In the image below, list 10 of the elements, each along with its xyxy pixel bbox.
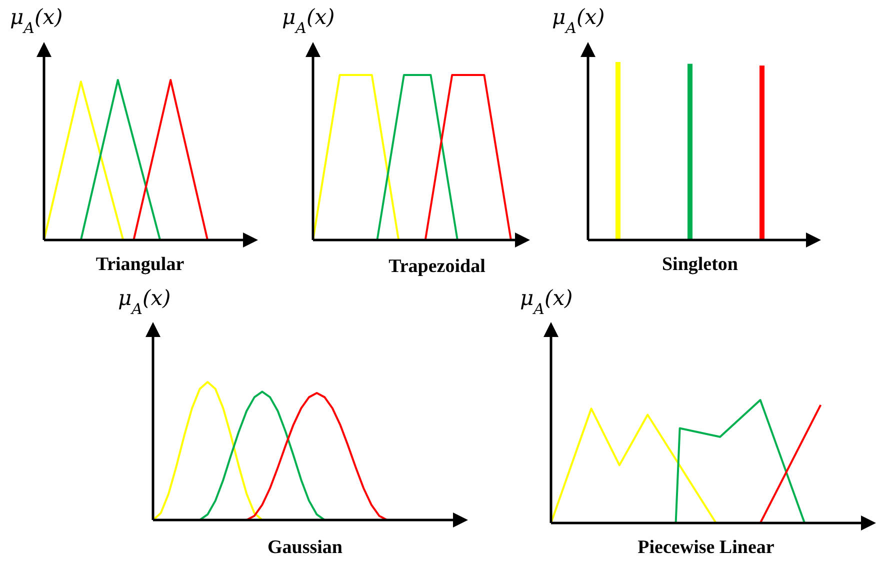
text: Gaussian <box>268 537 343 558</box>
text: Piecewise Linear <box>638 537 775 558</box>
y-axis-title: μ$_{A}$(x) <box>118 286 171 318</box>
y-axis-title: μ$_{A}$(x) <box>520 286 573 318</box>
text: Triangular <box>96 254 185 275</box>
text: Trapezoidal <box>388 256 486 277</box>
y-axis-title: μ$_{A}$(x) <box>282 5 335 37</box>
y-axis-title: μ$_{A}$(x) <box>552 5 605 37</box>
y-axis-title: μ$_{A}$(x) <box>10 5 63 37</box>
text: Singleton <box>662 254 738 275</box>
